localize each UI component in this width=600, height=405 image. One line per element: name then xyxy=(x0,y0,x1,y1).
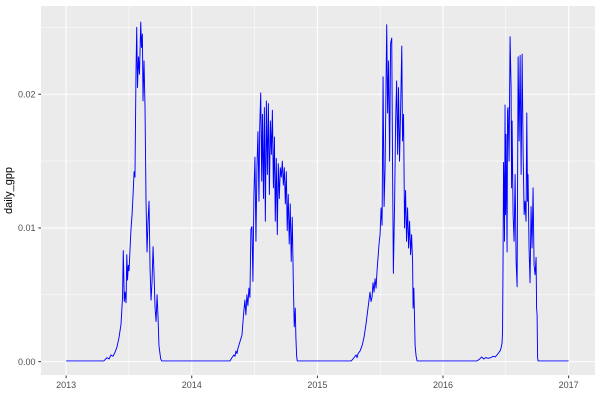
gpp-line-series xyxy=(66,21,569,362)
x-tick-label-2015: 2015 xyxy=(307,380,327,390)
y-tick-label-0.02: 0.02 xyxy=(18,89,36,99)
major-gridlines xyxy=(41,6,595,375)
y-axis-tick-labels: 0.00 0.01 0.02 xyxy=(18,89,36,366)
y-tick-label-0.01: 0.01 xyxy=(18,223,36,233)
x-tick-label-2017: 2017 xyxy=(559,380,579,390)
plot-panel xyxy=(41,6,595,375)
y-axis-title: daily_gpp xyxy=(3,167,15,214)
minor-gridlines xyxy=(41,6,595,375)
y-tick-label-0.00: 0.00 xyxy=(18,357,36,367)
x-tick-label-2013: 2013 xyxy=(56,380,76,390)
x-tick-label-2016: 2016 xyxy=(433,380,453,390)
x-tick-label-2014: 2014 xyxy=(182,380,202,390)
x-axis-tick-labels: 2013 2014 2015 2016 2017 xyxy=(56,380,579,390)
axis-tick-marks xyxy=(38,93,570,379)
